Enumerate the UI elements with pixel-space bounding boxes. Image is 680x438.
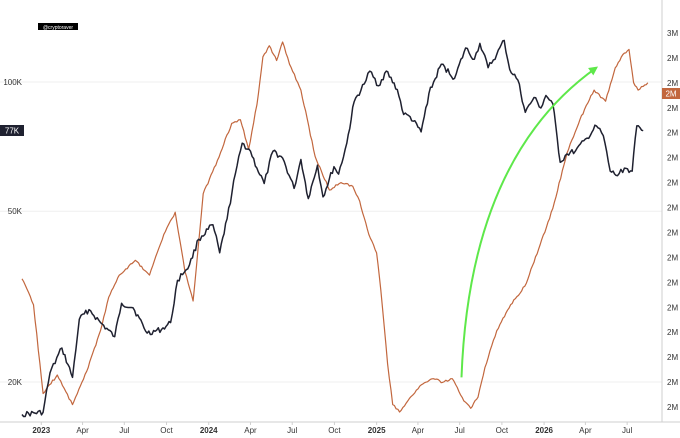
x-tick-label: Jul — [622, 426, 632, 435]
series-layer — [21, 39, 649, 418]
right-tick-label: 2M — [667, 328, 678, 337]
series-line-indicator — [21, 41, 649, 413]
right-tick-label: 2M — [667, 403, 678, 412]
right-current-value-label: 2M — [665, 90, 676, 99]
right-tick-label: 2M — [667, 54, 678, 63]
right-tick-label: 2M — [667, 253, 678, 262]
left-current-value-label: 77K — [5, 127, 20, 136]
right-tick-label: 2M — [667, 79, 678, 88]
x-tick-label: 2025 — [368, 426, 386, 435]
x-tick-label: Apr — [412, 426, 425, 435]
right-tick-label: 2M — [667, 154, 678, 163]
x-tick-label: Apr — [579, 426, 592, 435]
left-tick-label: 20K — [8, 378, 23, 387]
right-tick-label: 2M — [667, 378, 678, 387]
x-tick-label: Jul — [455, 426, 465, 435]
right-axis-ticks: 3M 2M 2M 2M 2M 2M 2M 2M 2M 2M 2M 2M 2M 2M 2M 2M — [667, 29, 678, 412]
annotation-layer — [460, 66, 598, 378]
x-tick-label: Oct — [328, 426, 341, 435]
x-tick-label: 2023 — [32, 426, 50, 435]
right-tick-label: 2M — [667, 204, 678, 213]
right-tick-label: 2M — [667, 129, 678, 138]
left-tick-label: 100K — [3, 78, 22, 87]
right-tick-label: 2M — [667, 303, 678, 312]
right-tick-label: 2M — [667, 104, 678, 113]
x-tick-label: 2026 — [535, 426, 553, 435]
right-tick-label: 2M — [667, 353, 678, 362]
right-tick-label: 3M — [667, 29, 678, 38]
x-tick-label: Apr — [76, 426, 89, 435]
x-tick-label: Jul — [287, 426, 297, 435]
x-tick-label: Oct — [496, 426, 509, 435]
x-tick-label: Oct — [160, 426, 173, 435]
series-line-price — [21, 39, 644, 418]
left-axis-ticks: 100K 50K 20K — [3, 78, 22, 387]
annotation-arrow-shaft — [460, 66, 597, 378]
right-tick-label: 2M — [667, 179, 678, 188]
x-tick-label: 2024 — [200, 426, 218, 435]
watermark-text: @cryptoraver — [43, 25, 73, 31]
right-tick-label: 2M — [667, 228, 678, 237]
left-tick-label: 50K — [8, 207, 23, 216]
x-tick-label: Apr — [244, 426, 257, 435]
right-current-value-badge: 2M — [662, 88, 680, 99]
x-tick-label: Jul — [119, 426, 129, 435]
left-current-value-badge: 77K — [0, 125, 24, 136]
annotation-arrow-head — [588, 66, 598, 76]
right-tick-label: 2M — [667, 278, 678, 287]
x-axis-ticks: 2023 Apr Jul Oct 2024 Apr Jul Oct 2025 Apr Jul Oct 2… — [32, 422, 632, 435]
watermark-badge: @cryptoraver — [38, 23, 78, 31]
